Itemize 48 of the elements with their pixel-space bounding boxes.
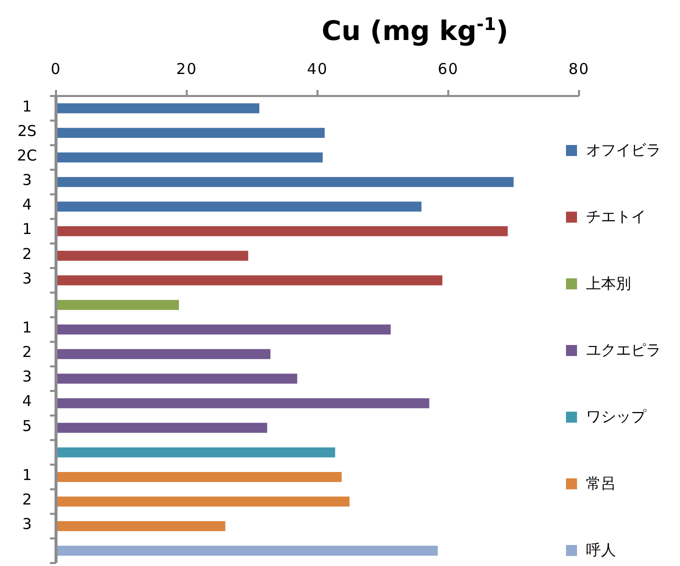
bar	[56, 250, 248, 261]
y-tick-label: 1	[22, 97, 32, 116]
x-tick-label: 40	[306, 60, 328, 78]
bar	[56, 152, 323, 162]
bar	[56, 275, 442, 286]
x-tick-label: 60	[438, 60, 459, 78]
y-tick-label: 3	[22, 171, 32, 190]
y-tick-label: 3	[22, 269, 32, 288]
legend-label: ユクエピラ	[586, 341, 661, 359]
bar	[56, 521, 226, 532]
y-tick-label: 5	[22, 416, 32, 435]
legend-label: チエトイ	[586, 208, 646, 226]
x-tick-label: 0	[50, 60, 62, 78]
bar	[56, 300, 179, 310]
y-tick-label: 4	[22, 392, 32, 410]
y-tick-label: 2C	[16, 146, 38, 164]
bar	[56, 398, 430, 408]
bar	[56, 422, 268, 433]
y-tick-label: 1	[22, 220, 32, 238]
bar	[56, 177, 514, 188]
bar	[56, 472, 342, 482]
bar	[56, 128, 325, 138]
chart-title: Cu (mg kg$^{-1}$)	[322, 15, 508, 47]
x-tick-label: 80	[568, 60, 590, 78]
legend-label: 上本別	[586, 274, 631, 292]
bar	[56, 226, 508, 236]
x-tick-label: 20	[176, 60, 198, 78]
bar	[56, 349, 270, 360]
bar	[56, 546, 438, 556]
bar	[56, 202, 422, 212]
y-tick-label: 4	[22, 196, 32, 214]
y-tick-label: 3	[22, 515, 32, 534]
y-tick-label: 2	[22, 343, 32, 362]
y-tick-label: 2	[22, 244, 32, 263]
legend-label: ワシップ	[586, 408, 647, 426]
y-tick-label: 1	[22, 318, 32, 336]
bar	[56, 374, 298, 384]
y-tick-label: 2	[22, 490, 32, 509]
legend-label: 呼人	[586, 541, 616, 559]
bar	[56, 324, 391, 334]
y-tick-label: 1	[22, 466, 32, 484]
bar	[56, 496, 350, 507]
bar	[56, 103, 260, 114]
bar	[56, 447, 336, 458]
legend-label: 常呂	[586, 474, 616, 492]
y-tick-label: 3	[22, 368, 32, 386]
y-tick-label: 2S	[17, 122, 37, 140]
legend-label: オフイビラ	[586, 141, 661, 159]
